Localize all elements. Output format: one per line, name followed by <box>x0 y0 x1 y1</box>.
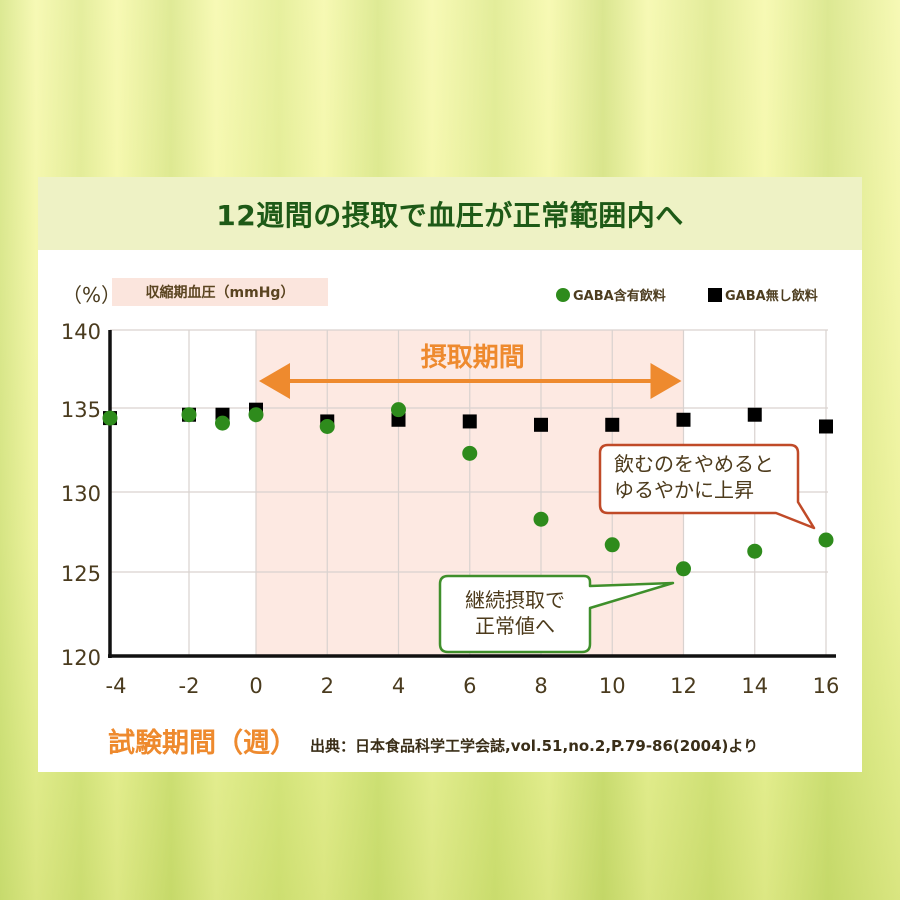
data-point-circle <box>533 511 549 527</box>
y-unit-label: （%） <box>62 283 122 307</box>
callout-line: ゆるやかに上昇 <box>614 478 754 502</box>
y-tick-label: 120 <box>61 646 101 670</box>
x-tick-label: 12 <box>670 674 697 698</box>
data-point-square <box>819 419 833 434</box>
x-tick-label: 0 <box>249 674 262 698</box>
legend-label: GABA無し飲料 <box>725 289 818 304</box>
arrow-right-icon <box>650 363 682 399</box>
data-point-circle <box>604 537 620 553</box>
data-point-circle <box>462 445 478 461</box>
y-tick-label: 140 <box>61 320 101 344</box>
source-citation: 出典：日本食品科学工学会誌,vol.51,no.2,P.79-86(2004)よ… <box>310 737 759 755</box>
y-tick-label: 125 <box>61 562 101 586</box>
data-point-square <box>605 417 620 432</box>
page-title: 12週間の摂取で血圧が正常範囲内へ <box>216 198 684 232</box>
title-band: 12週間の摂取で血圧が正常範囲内へ <box>38 177 862 250</box>
x-tick-label: 10 <box>599 674 626 698</box>
data-point-circle <box>215 415 230 431</box>
data-point-circle <box>818 532 834 548</box>
arrow-left-icon <box>259 363 290 399</box>
x-tick-label: 8 <box>534 674 547 698</box>
x-tick-label: 16 <box>813 674 840 698</box>
data-point-circle <box>181 407 197 423</box>
x-tick-label: -2 <box>179 674 200 698</box>
metric-label-box: 収縮期血圧（mmHg） <box>112 278 328 306</box>
data-point-square <box>676 412 691 427</box>
data-point-square <box>462 414 477 429</box>
x-tick-label: 2 <box>321 674 334 698</box>
legend-item-gaba: GABA含有飲料 <box>556 285 666 304</box>
y-tick-label: 135 <box>61 398 101 422</box>
callout-bubble-green <box>438 574 675 654</box>
data-point-circle <box>319 418 335 434</box>
callout-continued-intake: 継続摂取で 正常値へ <box>440 587 590 639</box>
metric-label: 収縮期血圧（mmHg） <box>145 285 295 301</box>
data-point-square <box>534 417 548 432</box>
x-tick-label: 14 <box>741 674 768 698</box>
x-tick-label: 4 <box>392 674 405 698</box>
legend-item-control: GABA無し飲料 <box>708 285 818 304</box>
legend-label: GABA含有飲料 <box>573 289 666 304</box>
x-axis-title: 試験期間（週） <box>108 728 297 759</box>
y-tick-label: 130 <box>61 482 101 506</box>
data-point-square <box>747 407 762 422</box>
x-tick-label: -4 <box>106 674 127 698</box>
data-point-circle <box>102 410 118 426</box>
x-tick-label: 6 <box>463 674 476 698</box>
period-label: 摂取期間 <box>421 342 525 373</box>
callout-bubble-red <box>598 443 816 530</box>
data-point-circle <box>676 561 691 577</box>
callout-line: 正常値へ <box>475 614 555 638</box>
callout-stop-drinking: 飲むのをやめると ゆるやかに上昇 <box>614 451 774 503</box>
data-point-circle <box>248 407 264 423</box>
data-point-circle <box>747 543 763 559</box>
data-point-circle <box>391 402 406 418</box>
callout-line: 飲むのをやめると <box>614 452 774 476</box>
black-square-marker-icon <box>708 287 722 302</box>
callout-line: 継続摂取で <box>465 588 565 612</box>
green-circle-marker-icon <box>556 287 570 302</box>
